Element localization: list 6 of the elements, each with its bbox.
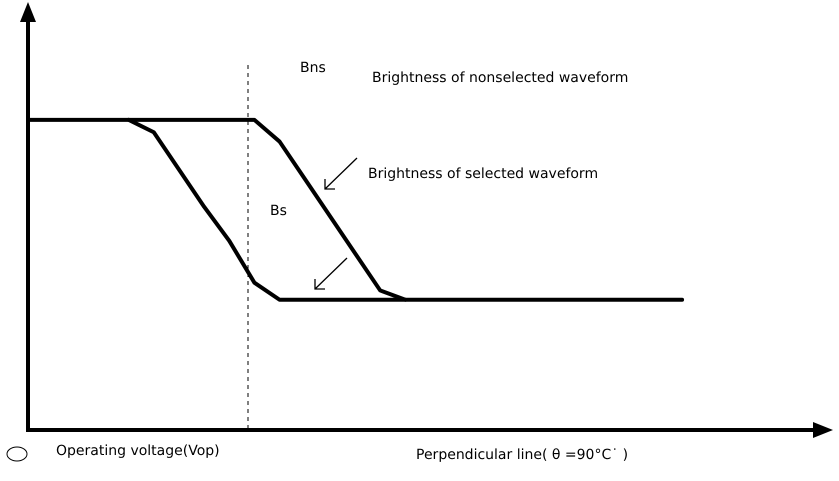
text: Bns [300,60,326,76]
annotation: Brightness of selected waveform [368,166,598,182]
text: Brightness of nonselected waveform [372,70,628,86]
text: Operating voltage(Vop) [56,443,220,459]
annotation: Bs [270,203,287,219]
text: Perpendicular line( θ =90°C˙ ) [416,447,628,463]
